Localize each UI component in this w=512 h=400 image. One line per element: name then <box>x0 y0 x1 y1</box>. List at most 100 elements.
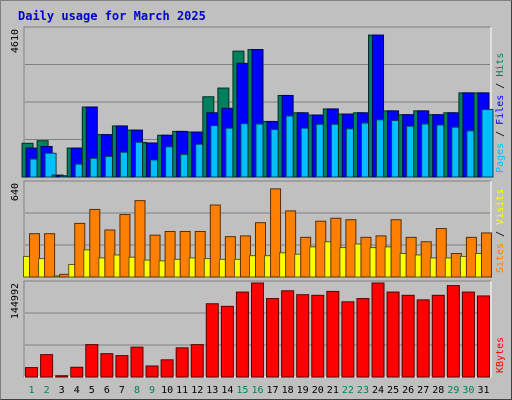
bar-kbytes-day-16 <box>251 282 264 378</box>
bar-kbytes-day-14 <box>220 305 234 378</box>
bar-sites-day-24 <box>375 235 387 278</box>
bar-sites-day-16 <box>255 222 266 278</box>
x-tick-label-day-17: 17 <box>267 385 279 396</box>
bar-kbytes-day-21 <box>326 290 340 378</box>
bar-kbytes-day-26 <box>401 294 415 378</box>
bar-kbytes-day-20 <box>311 294 325 378</box>
bar-kbytes-day-31 <box>476 295 490 378</box>
x-tick-label-day-24: 24 <box>372 385 384 396</box>
x-tick-label-day-21: 21 <box>327 385 339 396</box>
legend-visits: Visits <box>495 189 506 225</box>
bar-sites-day-10 <box>164 230 176 278</box>
x-tick-label-day-26: 26 <box>402 385 414 396</box>
bar-sites-day-22 <box>345 219 357 278</box>
bar-sites-day-6 <box>104 229 116 278</box>
x-tick-label-day-22: 22 <box>342 385 354 396</box>
legend-hits: Hits <box>495 53 506 77</box>
bar-kbytes-day-19 <box>296 294 310 378</box>
x-tick-label-day-10: 10 <box>161 385 173 396</box>
bar-kbytes-day-22 <box>341 301 355 378</box>
bar-kbytes-day-1 <box>25 367 39 378</box>
bar-kbytes-day-11 <box>175 347 189 378</box>
bar-sites-day-31 <box>480 232 492 278</box>
bar-sites-day-19 <box>300 236 312 278</box>
y-max-label: 4610 <box>10 29 21 53</box>
bar-pages-day-2 <box>44 152 57 178</box>
x-tick-label-day-5: 5 <box>89 385 95 396</box>
bar-kbytes-day-29 <box>446 285 460 378</box>
bar-sites-day-30 <box>465 236 477 278</box>
x-tick-label-day-13: 13 <box>206 385 218 396</box>
x-tick-label-day-7: 7 <box>119 385 125 396</box>
bar-sites-day-7 <box>119 214 131 278</box>
legend-hits-files-pages: Pages / Files / Hits <box>495 53 506 173</box>
bar-pages-day-31 <box>481 109 494 178</box>
x-tick-label-day-31: 31 <box>477 385 489 396</box>
bar-kbytes-day-25 <box>386 291 400 378</box>
bar-sites-day-20 <box>315 220 327 278</box>
bar-kbytes-day-15 <box>235 291 249 378</box>
bar-sites-day-28 <box>435 228 447 278</box>
bar-kbytes-day-12 <box>190 344 204 378</box>
x-tick-label-day-27: 27 <box>417 385 429 396</box>
panel-visits-sites: 640 Sites / Visits <box>10 180 506 278</box>
x-tick-label-day-8: 8 <box>134 385 140 396</box>
legend-kbytes: KBytes <box>495 337 506 373</box>
bar-kbytes-day-23 <box>356 298 370 378</box>
legend-pages: Pages <box>495 143 506 173</box>
bar-kbytes-day-24 <box>371 282 385 378</box>
bar-sites-day-27 <box>420 241 432 278</box>
panel-kbytes: 144992 KBytes <box>10 280 506 378</box>
bar-sites-day-14 <box>224 236 236 278</box>
x-tick-label-day-9: 9 <box>149 385 155 396</box>
legend-sites: Sites <box>495 243 506 273</box>
x-tick-label-day-23: 23 <box>357 385 369 396</box>
bar-sites-day-15 <box>239 235 251 278</box>
x-tick-label-day-3: 3 <box>59 385 65 396</box>
x-axis-labels: 1 2 3 4 5 6 7 8 9 10 11 12 13 14 15 16 17 18 19 20 21 22 23 24 2… <box>29 385 490 396</box>
bar-kbytes-day-6 <box>100 353 114 378</box>
bar-kbytes-day-8 <box>130 346 144 378</box>
bar-kbytes-day-17 <box>266 298 280 378</box>
x-tick-label-day-4: 4 <box>74 385 80 396</box>
x-tick-label-day-1: 1 <box>29 385 35 396</box>
bar-kbytes-day-18 <box>281 290 295 378</box>
x-tick-label-day-6: 6 <box>104 385 110 396</box>
legend-separator: / <box>495 77 506 95</box>
x-tick-label-day-29: 29 <box>447 385 459 396</box>
bar-kbytes-day-10 <box>160 359 174 378</box>
bar-kbytes-day-27 <box>416 299 430 378</box>
bar-sites-day-26 <box>405 236 417 278</box>
y-max-label: 144992 <box>10 283 21 319</box>
legend-visits-sites: Sites / Visits <box>495 189 506 273</box>
x-tick-label-day-18: 18 <box>282 385 294 396</box>
bar-sites-day-11 <box>179 230 191 278</box>
legend-kbytes: KBytes <box>495 337 506 373</box>
x-tick-label-day-19: 19 <box>297 385 309 396</box>
x-tick-label-day-25: 25 <box>387 385 399 396</box>
legend-files: Files <box>495 95 506 125</box>
bar-kbytes-day-28 <box>431 294 445 378</box>
x-tick-label-day-12: 12 <box>191 385 203 396</box>
x-tick-label-day-16: 16 <box>251 385 263 396</box>
bar-sites-day-4 <box>74 222 86 278</box>
bar-kbytes-day-5 <box>85 344 99 378</box>
x-tick-label-day-15: 15 <box>236 385 248 396</box>
x-tick-label-day-14: 14 <box>221 385 233 396</box>
bar-sites-day-23 <box>360 236 372 278</box>
bar-kbytes-day-9 <box>145 365 159 378</box>
y-max-label: 640 <box>10 183 21 201</box>
x-tick-label-day-11: 11 <box>176 385 188 396</box>
bar-kbytes-day-2 <box>40 354 54 378</box>
bar-kbytes-day-30 <box>461 291 475 378</box>
bar-sites-day-1 <box>29 233 41 278</box>
legend-separator: / <box>495 225 506 243</box>
bar-sites-day-21 <box>330 217 342 278</box>
bar-kbytes-day-3 <box>55 375 69 378</box>
bar-sites-day-13 <box>209 204 221 278</box>
bar-sites-day-18 <box>285 210 297 278</box>
x-tick-label-day-2: 2 <box>44 385 50 396</box>
bar-kbytes-day-13 <box>205 303 219 378</box>
bar-sites-day-12 <box>194 230 206 278</box>
